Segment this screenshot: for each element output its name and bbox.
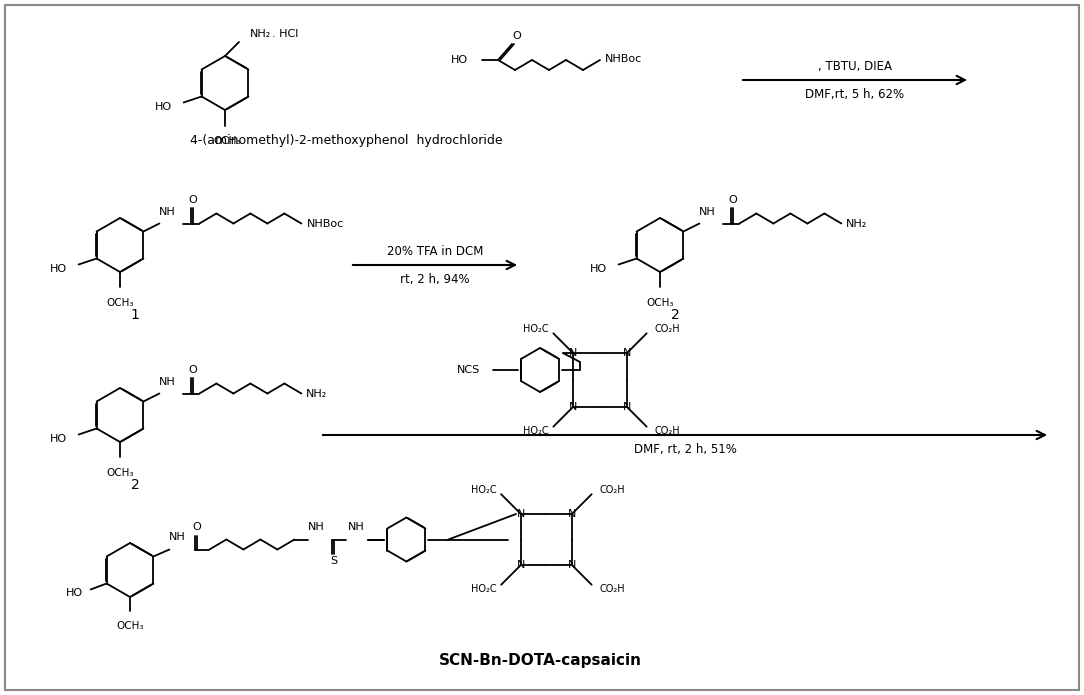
Text: NCS: NCS — [456, 365, 480, 375]
Text: N: N — [622, 402, 631, 412]
Text: HO₂C: HO₂C — [470, 584, 496, 594]
Text: O: O — [192, 523, 201, 532]
Text: N: N — [568, 509, 576, 519]
Text: OCH₃: OCH₃ — [646, 298, 674, 308]
Text: NH: NH — [699, 206, 715, 217]
Text: N: N — [622, 348, 631, 358]
Text: NH: NH — [159, 377, 176, 386]
Text: HO₂C: HO₂C — [522, 325, 549, 334]
Text: 20% TFA in DCM: 20% TFA in DCM — [387, 245, 483, 258]
Text: NHBoc: NHBoc — [307, 218, 344, 229]
Text: OCH₃: OCH₃ — [106, 468, 133, 478]
Text: DMF,rt, 5 h, 62%: DMF,rt, 5 h, 62% — [805, 88, 904, 101]
Text: HO₂C: HO₂C — [470, 485, 496, 496]
Text: HO: HO — [155, 101, 171, 111]
Text: HO₂C: HO₂C — [522, 425, 549, 436]
Text: O: O — [188, 364, 197, 375]
Text: HO: HO — [590, 263, 607, 274]
Text: NH₂: NH₂ — [250, 29, 271, 39]
Text: CO₂H: CO₂H — [599, 584, 625, 594]
Text: N: N — [569, 348, 578, 358]
Text: 2: 2 — [131, 478, 140, 492]
Text: DMF, rt, 2 h, 51%: DMF, rt, 2 h, 51% — [633, 443, 736, 455]
Text: NH: NH — [159, 206, 176, 217]
Text: O: O — [188, 195, 197, 204]
Text: NH: NH — [348, 523, 364, 532]
Text: OCH₃: OCH₃ — [116, 621, 144, 631]
Text: HO: HO — [65, 589, 82, 598]
Text: O: O — [728, 195, 737, 204]
Text: NHBoc: NHBoc — [605, 54, 642, 64]
Text: N: N — [517, 509, 525, 519]
Text: HO: HO — [451, 55, 468, 65]
Text: HO: HO — [50, 434, 66, 443]
Text: CO₂H: CO₂H — [655, 325, 681, 334]
Text: O: O — [513, 31, 521, 41]
Text: CO₂H: CO₂H — [599, 485, 625, 496]
Text: N: N — [517, 560, 525, 570]
Text: rt, 2 h, 94%: rt, 2 h, 94% — [400, 272, 469, 286]
Text: OCH₃: OCH₃ — [214, 136, 241, 146]
Text: SCN-Bn-DOTA-capsaicin: SCN-Bn-DOTA-capsaicin — [439, 653, 642, 667]
Text: 1: 1 — [130, 308, 140, 322]
Text: N: N — [568, 560, 576, 570]
Text: 2: 2 — [671, 308, 680, 322]
Text: , TBTU, DIEA: , TBTU, DIEA — [818, 60, 892, 72]
Text: OCH₃: OCH₃ — [106, 298, 133, 308]
Text: NH₂: NH₂ — [846, 218, 866, 229]
Text: . HCl: . HCl — [272, 29, 298, 39]
Text: NH: NH — [308, 523, 325, 532]
Text: N: N — [569, 402, 578, 412]
Text: S: S — [330, 557, 337, 566]
Text: HO: HO — [50, 263, 66, 274]
Text: NH: NH — [169, 532, 185, 543]
Text: CO₂H: CO₂H — [655, 425, 681, 436]
Text: 4-(aminomethyl)-2-methoxyphenol  hydrochloride: 4-(aminomethyl)-2-methoxyphenol hydrochl… — [190, 133, 503, 147]
Text: NH₂: NH₂ — [306, 389, 326, 398]
